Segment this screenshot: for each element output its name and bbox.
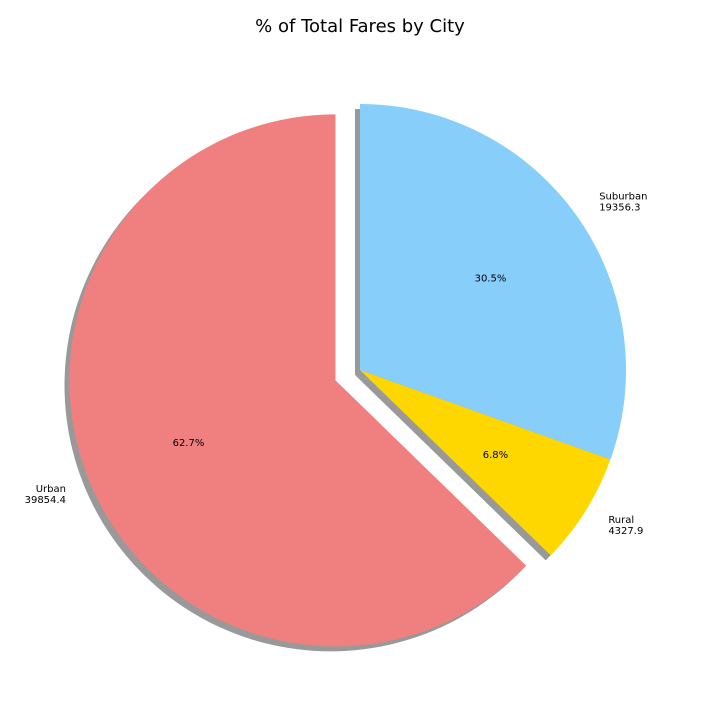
slice-percent-urban: 62.7%	[173, 438, 205, 449]
slice-percent-rural: 6.8%	[483, 450, 508, 461]
slice-name-urban: Urban	[36, 484, 66, 495]
slice-value-suburban: 19356.3	[599, 202, 640, 213]
slice-name-suburban: Suburban	[599, 191, 647, 202]
pie-slice-rural	[360, 370, 611, 556]
slice-label-urban: Urban 39854.4	[25, 484, 66, 506]
pie-slice-suburban	[360, 104, 626, 460]
pie-slice-urban	[69, 114, 527, 647]
chart-title: % of Total Fares by City	[255, 16, 465, 37]
pie-slice-layer	[69, 104, 626, 647]
slice-label-suburban: Suburban 19356.3	[599, 191, 647, 213]
slice-label-rural: Rural 4327.9	[608, 515, 643, 537]
slice-percent-suburban: 30.5%	[475, 274, 507, 285]
slice-value-urban: 39854.4	[25, 495, 66, 506]
slice-value-rural: 4327.9	[608, 526, 643, 537]
pie-label-layer: Urban 39854.4 62.7% Rural 4327.9 6.8% Suburban…	[25, 191, 648, 536]
slice-name-rural: Rural	[608, 515, 634, 526]
